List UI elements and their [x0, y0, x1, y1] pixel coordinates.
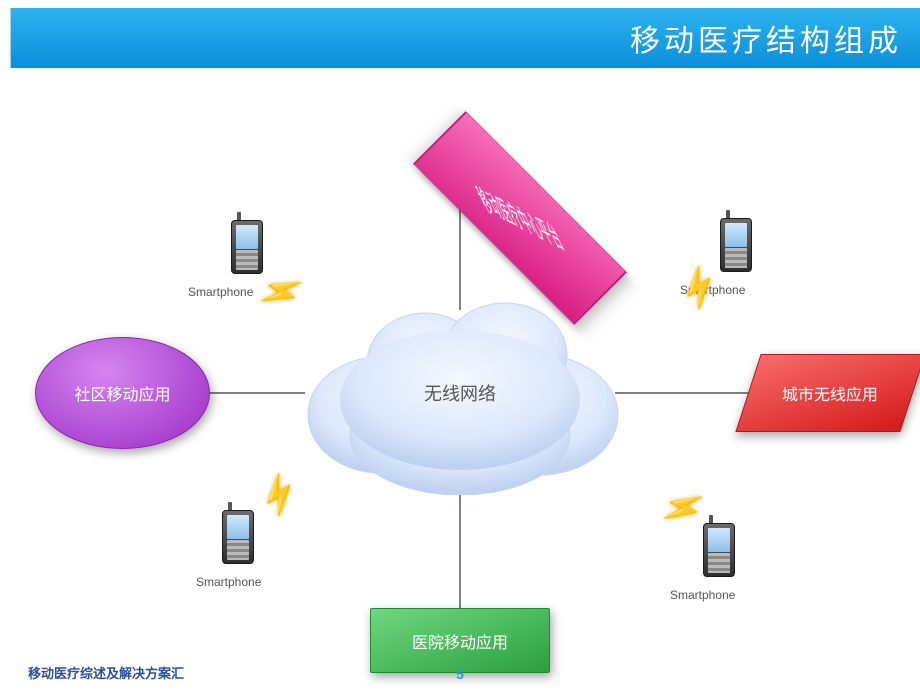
node-platform-label: 移动医疗中心平台: [469, 177, 570, 260]
node-city: 城市无线应用: [735, 354, 920, 432]
smartphone-label: Smartphone: [188, 285, 253, 299]
title-text: 移动医疗结构组成: [630, 16, 902, 60]
smartphone-icon: [222, 510, 254, 570]
smartphone-icon: [231, 220, 263, 280]
page-number: 5: [456, 666, 464, 682]
title-bar: 移动医疗结构组成: [10, 8, 920, 68]
lightning-icon: ⚡: [671, 260, 728, 316]
connector-bottom: [459, 480, 461, 610]
smartphone-icon: [703, 523, 735, 583]
node-hospital: 医院移动应用: [370, 608, 550, 673]
smartphone-label: Smartphone: [196, 575, 261, 589]
node-community: 社区移动应用: [35, 337, 210, 449]
footer-text: 移动医疗综述及解决方案汇: [28, 663, 184, 682]
node-community-label: 社区移动应用: [74, 381, 170, 405]
node-hospital-label: 医院移动应用: [412, 629, 508, 653]
slide-stage: 移动医疗结构组成 无线网络: [0, 0, 920, 690]
node-city-label: 城市无线应用: [782, 381, 878, 405]
smartphone-label: Smartphone: [670, 588, 735, 602]
smartphone-icon: [720, 218, 752, 278]
connector-right: [615, 392, 750, 394]
cloud-label: 无线网络: [424, 380, 496, 406]
